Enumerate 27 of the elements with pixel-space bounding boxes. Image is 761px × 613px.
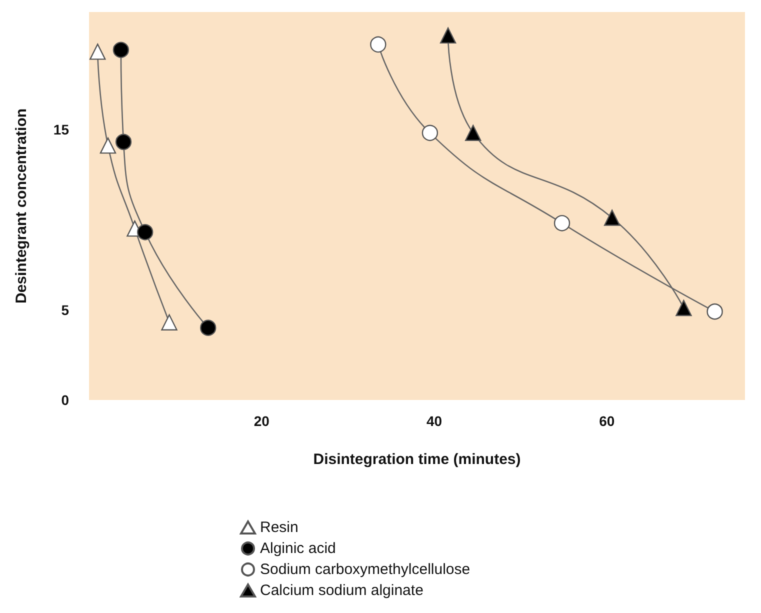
point (370, 36, 386, 53)
legend-label: Calcium sodium alginate (260, 582, 424, 599)
point (465, 124, 482, 142)
point (137, 224, 154, 240)
point (200, 320, 216, 336)
x-tick-label: 20 (254, 413, 270, 429)
point (554, 215, 570, 232)
point (676, 300, 692, 316)
point (604, 210, 620, 226)
y-tick-label: 15 (53, 121, 70, 138)
legend-label: Resin (260, 519, 298, 536)
point (161, 314, 178, 330)
point (706, 303, 723, 320)
legend-label: Alginic acid (260, 540, 336, 557)
x-tick-label: 40 (426, 413, 442, 429)
y-tick-label: 5 (61, 302, 70, 318)
point (440, 27, 456, 44)
point (422, 124, 438, 142)
legend-label: Sodium carboxymethylcellulose (260, 561, 470, 578)
x-axis-title: Disintegration time (minutes) (313, 451, 521, 468)
point (115, 134, 132, 150)
y-tick-label: 0 (61, 392, 70, 408)
point (112, 42, 130, 58)
point (90, 44, 106, 60)
point (100, 137, 116, 154)
y-axis-title: Desintegrant concentration (13, 108, 30, 304)
x-tick-label: 60 (599, 413, 615, 429)
